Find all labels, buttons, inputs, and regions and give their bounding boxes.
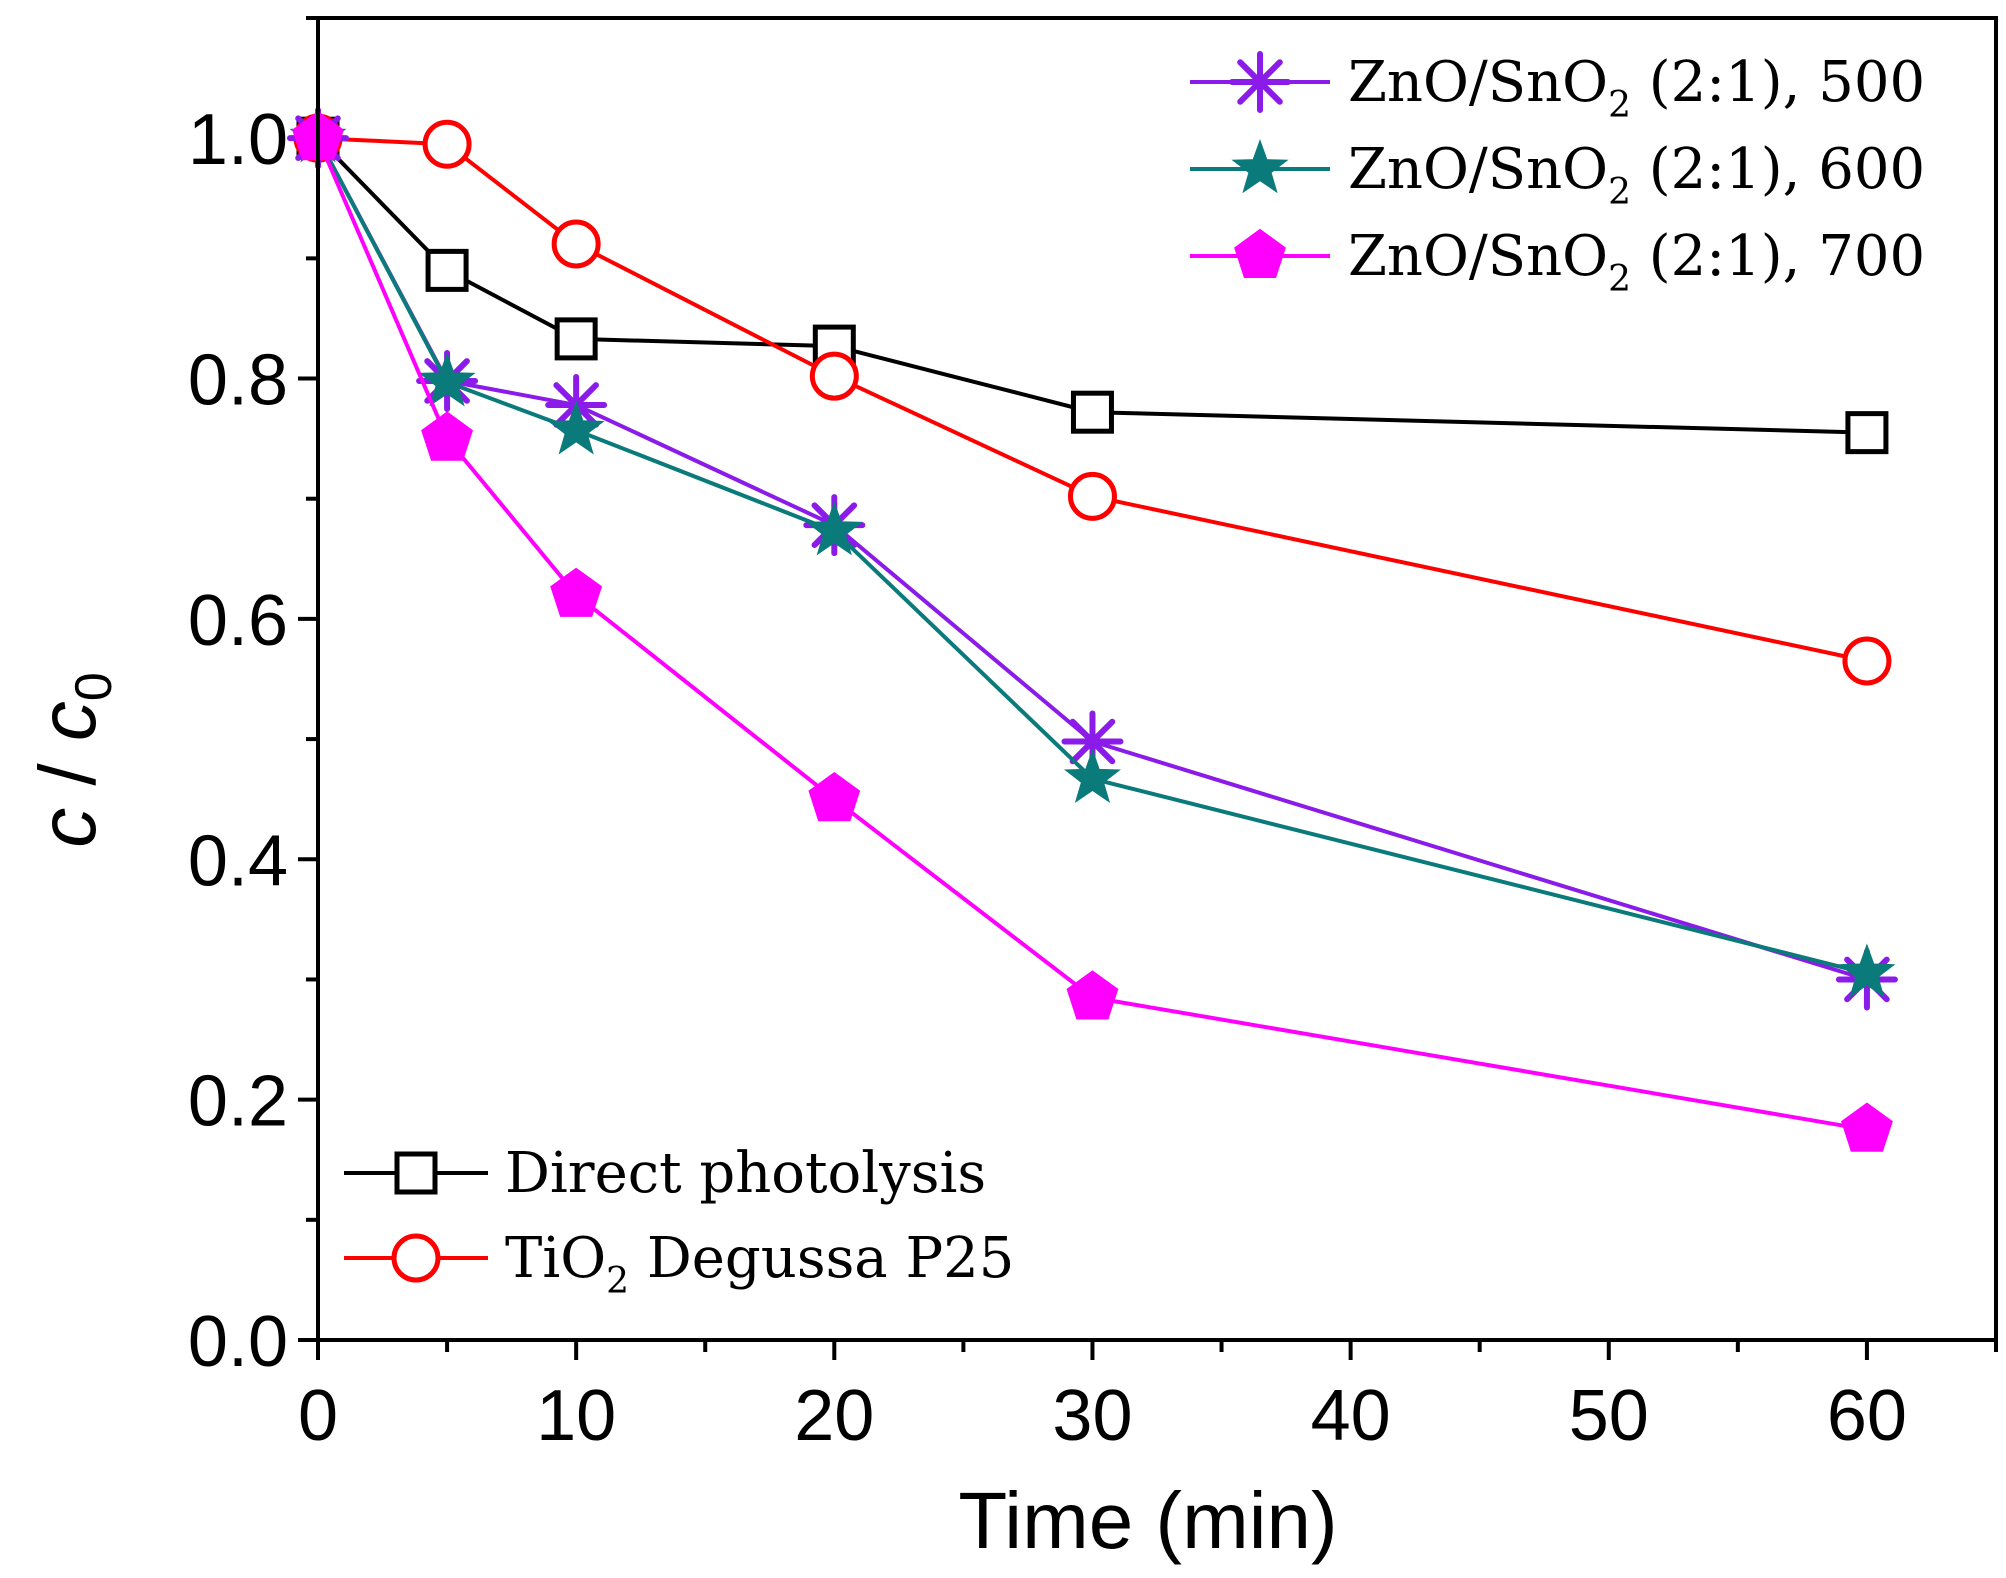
legend-marker-zno700	[1234, 228, 1286, 278]
legend: ZnO/SnO2 (2:1), 500 ZnO/SnO2 (2:1), 600 Zn…	[344, 50, 1925, 1302]
y-axis-title-c-denominator: c	[23, 701, 112, 741]
y-axis-title-subscript: 0	[65, 672, 123, 701]
data-point-zno700	[1841, 1102, 1893, 1152]
x-tick-label: 20	[794, 1376, 874, 1456]
x-tick-label: 30	[1052, 1376, 1132, 1456]
data-series	[287, 107, 1898, 1152]
y-tick-label: 0.6	[188, 581, 288, 661]
x-axis-ticks: 0 10 20 30 40 50 60	[298, 1340, 1998, 1456]
legend-item-zno700: ZnO/SnO2 (2:1), 700	[1190, 224, 1925, 300]
series-zno700	[292, 110, 1893, 1152]
legend-label-zno700: ZnO/SnO2 (2:1), 700	[1348, 224, 1925, 300]
data-point-direct	[1070, 390, 1114, 434]
x-axis-title: Time (min)	[958, 1476, 1337, 1565]
data-point-zno600	[547, 400, 605, 455]
legend-label-tio2: TiO2 Degussa P25	[505, 1226, 1014, 1302]
data-point-zno600	[1838, 943, 1896, 998]
data-point-zno600	[805, 501, 863, 556]
data-point-zno600	[418, 352, 476, 407]
legend-item-tio2: TiO2 Degussa P25	[344, 1226, 1014, 1302]
data-point-tio2	[551, 219, 601, 269]
data-point-tio2	[1842, 636, 1892, 686]
y-tick-label: 0.2	[188, 1062, 288, 1142]
data-point-tio2	[809, 351, 859, 401]
x-tick-label: 10	[536, 1376, 616, 1456]
y-axis-title-separator: /	[23, 741, 112, 808]
data-point-zno700	[550, 567, 603, 617]
legend-label-direct: Direct photolysis	[505, 1141, 986, 1206]
legend-item-zno600: ZnO/SnO2 (2:1), 600	[1190, 137, 1925, 213]
y-axis-title: c / c0	[23, 672, 123, 848]
legend-label-zno600: ZnO/SnO2 (2:1), 600	[1348, 137, 1925, 213]
plot-area-frame	[316, 16, 1998, 1342]
data-point-zno700	[421, 411, 473, 461]
legend-marker-direct	[394, 1151, 438, 1195]
y-axis-ticks: 0.0 0.2 0.4 0.6 0.8 1.0	[188, 16, 318, 1382]
y-tick-label: 1.0	[188, 100, 288, 180]
legend-item-direct: Direct photolysis	[344, 1141, 986, 1206]
legend-item-zno500: ZnO/SnO2 (2:1), 500	[1190, 50, 1925, 126]
data-point-tio2	[1067, 471, 1117, 521]
y-tick-label: 0.4	[188, 821, 288, 901]
data-point-direct	[1845, 411, 1889, 455]
y-tick-label: 0.0	[188, 1302, 288, 1382]
legend-label-zno500: ZnO/SnO2 (2:1), 500	[1348, 50, 1925, 126]
legend-marker-zno600	[1231, 139, 1289, 194]
data-point-direct	[554, 317, 598, 361]
data-point-direct	[425, 248, 469, 292]
legend-marker-zno500	[1229, 51, 1291, 113]
data-point-tio2	[422, 119, 472, 169]
x-tick-label: 60	[1827, 1376, 1907, 1456]
series-tio2	[293, 113, 1892, 686]
data-point-zno500	[1061, 710, 1124, 773]
legend-marker-tio2	[391, 1233, 441, 1283]
series-line-zno700	[316, 137, 1868, 1132]
data-point-zno700	[808, 771, 861, 822]
x-tick-label: 40	[1311, 1376, 1391, 1456]
y-tick-label: 0.8	[188, 341, 288, 421]
data-point-zno700	[1066, 970, 1119, 1020]
x-tick-label: 50	[1569, 1376, 1649, 1456]
y-axis-title-c: c	[23, 808, 112, 848]
x-tick-label: 0	[298, 1376, 338, 1456]
series-line-zno600	[316, 137, 1868, 976]
series-line-direct	[316, 136, 1867, 435]
data-point-zno600	[1063, 748, 1121, 804]
